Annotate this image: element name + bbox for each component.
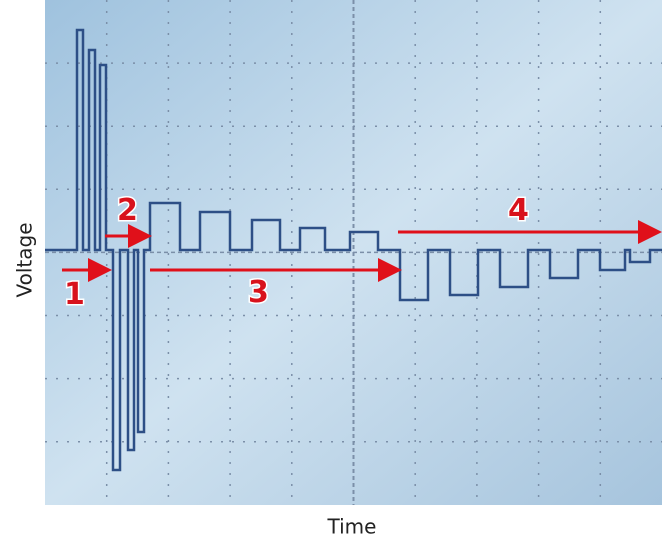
- y-axis-label: Voltage: [13, 222, 37, 297]
- oscilloscope-figure: 1 2 3 4 Voltage Time: [0, 0, 662, 545]
- annotation: 3: [248, 275, 269, 310]
- x-axis-label: Time: [327, 515, 377, 539]
- annotation: 2: [117, 193, 138, 228]
- annotation: 4: [508, 193, 529, 228]
- annotation: 1: [64, 277, 85, 312]
